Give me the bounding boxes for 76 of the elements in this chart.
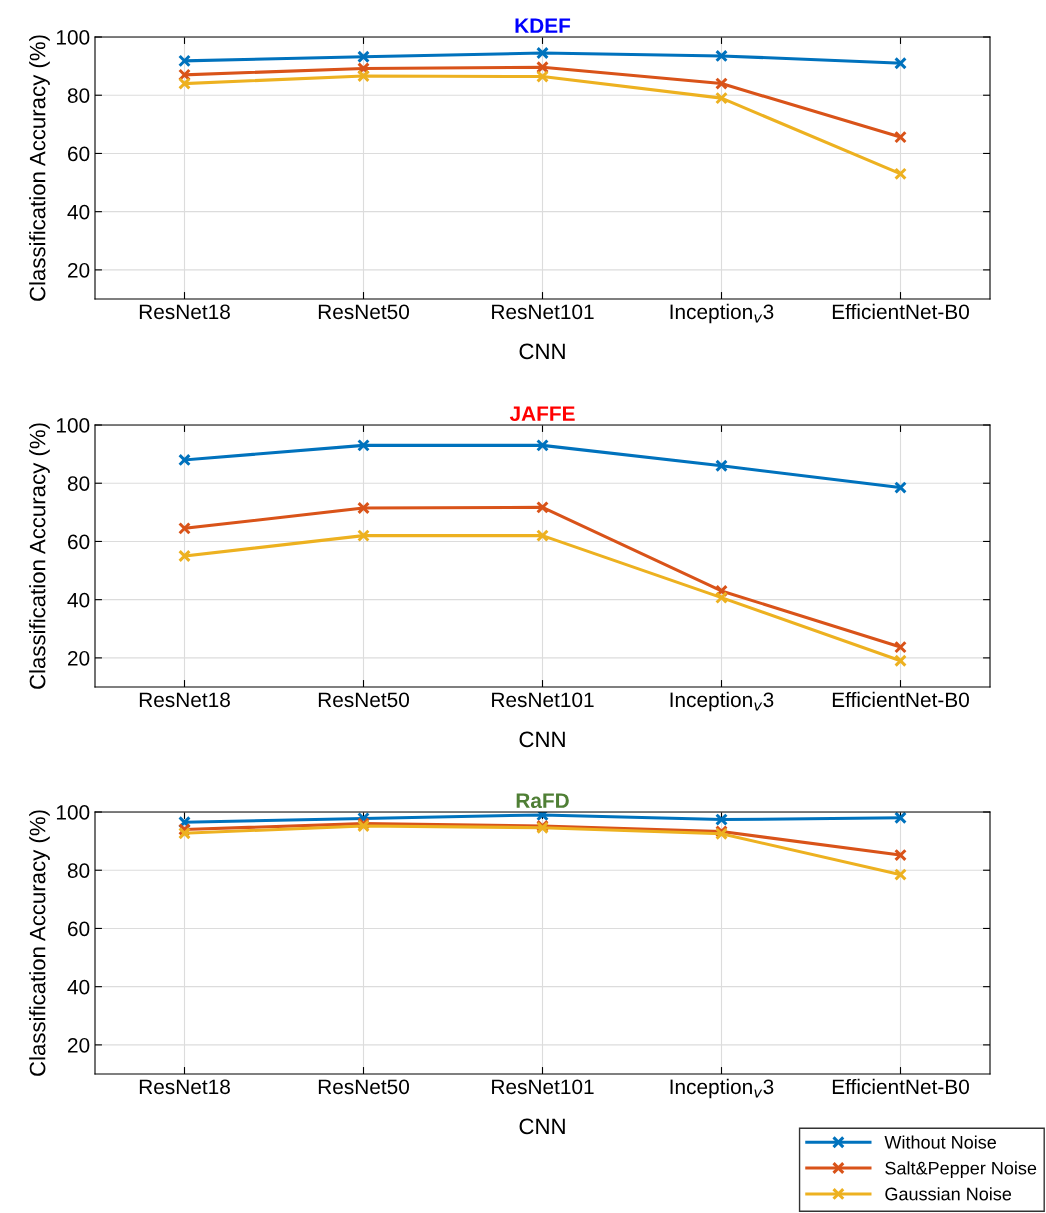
x-tick-label: EfficientNet-B0: [832, 1078, 969, 1095]
y-tick-label: 80: [67, 863, 90, 878]
x-tick-label: Inception$_{v}$3: [670, 303, 774, 324]
x-axis-title: CNN: [519, 1118, 565, 1135]
point: [715, 49, 728, 63]
x-tick-label: ResNet18: [139, 304, 230, 320]
x-tick-label: ResNet101: [492, 692, 594, 708]
y-tick-label: 20: [68, 262, 90, 278]
x-tick-label: ResNet50: [318, 692, 410, 708]
y-tick-label: 20: [68, 1037, 90, 1053]
y-tick-label: 80: [67, 88, 90, 103]
x-tick-label: ResNet101: [492, 304, 594, 320]
point: [894, 640, 907, 654]
point: [178, 68, 191, 82]
x-tick-label: ResNet50: [318, 304, 410, 320]
point: [894, 481, 907, 494]
point: [715, 591, 728, 605]
point: [178, 54, 191, 68]
point: [894, 167, 907, 181]
point: [357, 438, 370, 452]
x-tick-label: EfficientNet-B0: [832, 691, 969, 708]
point: [178, 77, 191, 90]
point: [536, 500, 549, 514]
point: [894, 812, 907, 825]
chart-title: KDEF: [515, 18, 571, 33]
x-axis-title: CNN: [519, 343, 565, 360]
point: [178, 453, 191, 467]
point: [894, 130, 907, 144]
point: [357, 69, 370, 83]
legend-label: Salt&Pepper Noise: [885, 1161, 1037, 1179]
point: [894, 56, 907, 70]
chart-title: JAFFE: [509, 406, 575, 422]
point: [536, 529, 549, 543]
x-tick-label: ResNet101: [492, 1079, 594, 1095]
y-axis-title: Classification Accuracy (%): [29, 35, 50, 301]
point: [894, 654, 907, 668]
point: [357, 501, 370, 515]
y-tick-label: 40: [67, 204, 90, 220]
point: [536, 60, 549, 74]
point: [536, 46, 549, 60]
y-tick-label: 40: [67, 592, 90, 608]
point: [715, 91, 728, 105]
y-tick-label: 100: [56, 30, 90, 45]
point: [894, 868, 907, 881]
point: [715, 813, 728, 826]
x-tick-label: EfficientNet-B0: [832, 303, 969, 320]
point: [178, 826, 191, 840]
y-tick-label: 60: [68, 146, 90, 162]
point: [715, 459, 728, 473]
chart-title: RaFD: [516, 793, 569, 809]
y-axis-title: Classification Accuracy (%): [29, 810, 50, 1076]
x-axis-title: CNN: [519, 731, 565, 748]
point: [357, 529, 370, 543]
y-tick-label: 40: [67, 979, 90, 995]
point: [536, 438, 549, 452]
x-tick-label: Inception$_{v}$3: [670, 1078, 774, 1099]
point: [715, 77, 728, 90]
point: [178, 521, 191, 535]
x-tick-label: Inception$_{v}$3: [670, 691, 774, 712]
y-tick-label: 80: [67, 476, 90, 491]
y-tick-label: 100: [56, 805, 90, 820]
point: [178, 549, 191, 563]
x-tick-label: ResNet50: [318, 1079, 410, 1095]
legend-label: Without Noise: [884, 1135, 997, 1149]
y-axis-title: Classification Accuracy (%): [29, 423, 50, 689]
y-tick-label: 20: [68, 650, 90, 666]
y-tick-label: 60: [68, 921, 90, 937]
y-tick-label: 60: [68, 534, 90, 550]
legend-label: Gaussian Noise: [885, 1187, 1012, 1201]
point: [536, 70, 549, 83]
point: [357, 50, 370, 64]
point: [894, 848, 907, 862]
y-tick-label: 100: [56, 418, 90, 433]
x-tick-label: ResNet18: [139, 1079, 230, 1095]
x-tick-label: ResNet18: [139, 692, 230, 708]
point: [536, 812, 549, 822]
